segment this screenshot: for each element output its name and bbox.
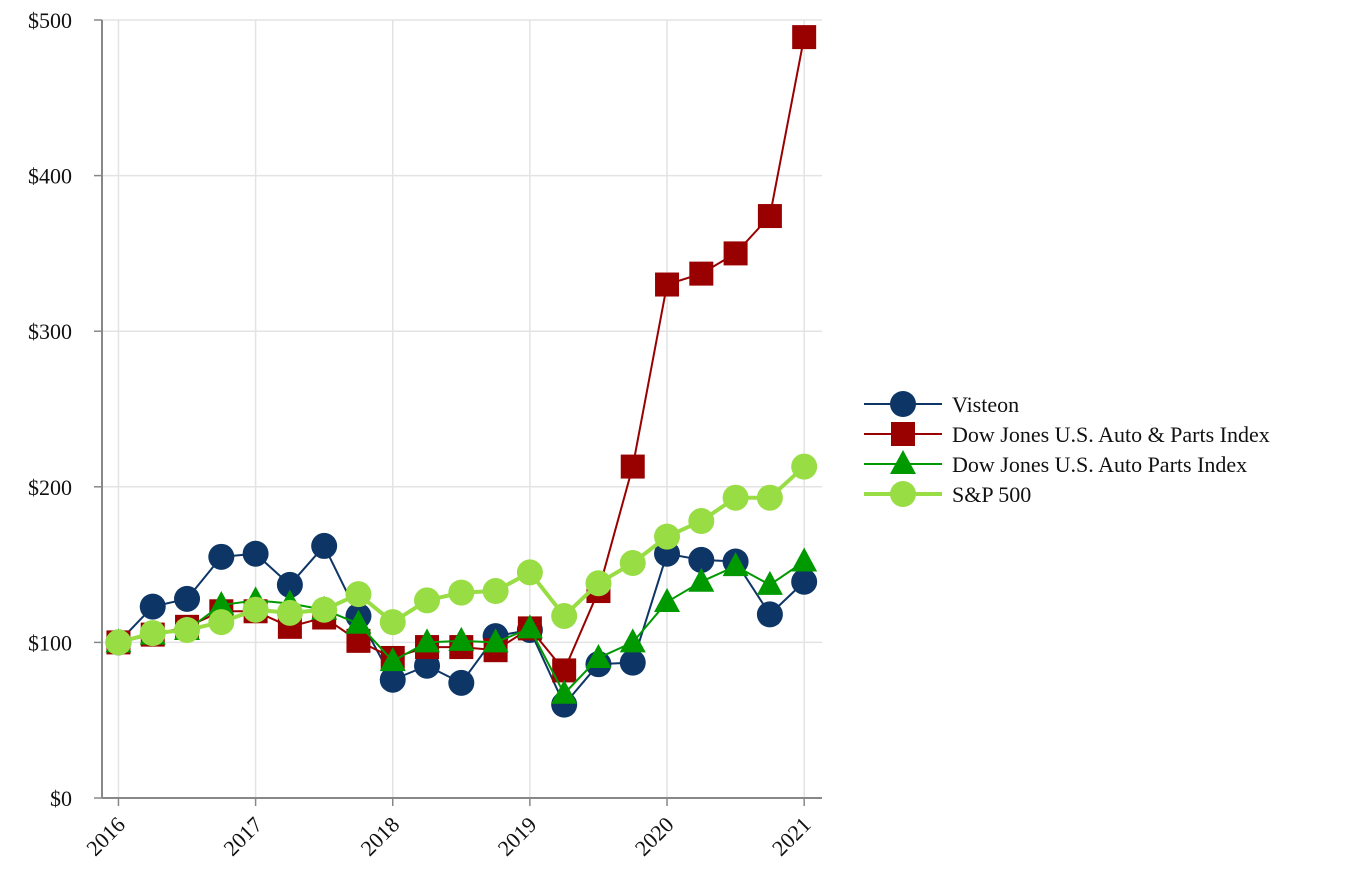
legend-item-dow-jones-u-s-auto-parts-index: Dow Jones U.S. Auto Parts Index: [864, 450, 1247, 477]
x-tick-label: 2017: [218, 812, 267, 861]
legend-item-dow-jones-u-s-auto-and-parts-index: Dow Jones U.S. Auto & Parts Index: [864, 422, 1270, 447]
legend-item-sandp-500: S&P 500: [864, 481, 1031, 507]
data-point-dow-jones-u-s-auto-parts-index: [448, 626, 475, 651]
data-point-dow-jones-u-s-auto-and-parts-index: [757, 204, 782, 229]
data-point-dow-jones-u-s-auto-parts-index: [585, 643, 612, 668]
data-point-dow-jones-u-s-auto-parts-index: [722, 552, 749, 577]
data-point-sandp-500: [756, 484, 783, 511]
data-point-sandp-500: [242, 596, 269, 623]
legend-label-dow-jones-u-s-auto-parts-index: Dow Jones U.S. Auto Parts Index: [952, 452, 1247, 477]
data-point-sandp-500: [448, 579, 475, 606]
data-point-sandp-500: [379, 609, 406, 636]
data-point-visteon: [208, 543, 235, 570]
data-point-dow-jones-u-s-auto-and-parts-index: [723, 241, 748, 266]
x-tick-label: 2019: [493, 812, 542, 861]
data-point-sandp-500: [722, 484, 749, 511]
data-point-sandp-500: [791, 453, 818, 480]
x-tick-label: 2018: [355, 812, 404, 861]
legend-item-visteon: Visteon: [864, 391, 1019, 417]
data-point-sandp-500: [551, 602, 578, 629]
data-point-visteon: [139, 593, 166, 620]
x-tick-label: 2016: [81, 812, 130, 861]
series-sandp-500: [105, 453, 818, 656]
data-point-dow-jones-u-s-auto-parts-index: [551, 679, 578, 704]
data-point-dow-jones-u-s-auto-parts-index: [379, 647, 406, 672]
data-point-visteon: [619, 649, 646, 676]
data-point-sandp-500: [516, 559, 543, 586]
data-point-dow-jones-u-s-auto-and-parts-index: [689, 261, 714, 286]
legend-marker-visteon: [890, 391, 916, 417]
legend-label-dow-jones-u-s-auto-and-parts-index: Dow Jones U.S. Auto & Parts Index: [952, 422, 1270, 447]
y-tick-label: $500: [28, 8, 72, 33]
data-point-visteon: [414, 652, 441, 679]
data-point-visteon: [688, 546, 715, 573]
data-point-dow-jones-u-s-auto-parts-index: [345, 609, 372, 634]
data-point-sandp-500: [139, 620, 166, 647]
data-point-sandp-500: [585, 570, 612, 597]
y-tick-label: $100: [28, 630, 72, 655]
data-point-dow-jones-u-s-auto-parts-index: [688, 567, 715, 592]
data-point-sandp-500: [174, 616, 201, 643]
data-point-visteon: [791, 568, 818, 595]
legend-marker-sandp-500: [890, 481, 916, 507]
y-tick-label: $400: [28, 164, 72, 189]
data-point-sandp-500: [654, 523, 681, 550]
data-point-visteon: [311, 532, 338, 559]
y-tick-label: $0: [50, 786, 72, 811]
legend-marker-dow-jones-u-s-auto-parts-index: [890, 450, 916, 474]
data-point-dow-jones-u-s-auto-and-parts-index: [792, 25, 817, 50]
data-point-dow-jones-u-s-auto-and-parts-index: [655, 272, 680, 297]
data-point-visteon: [448, 669, 475, 696]
data-point-sandp-500: [276, 599, 303, 626]
data-point-dow-jones-u-s-auto-parts-index: [619, 628, 646, 653]
x-tick-label: 2020: [630, 812, 679, 861]
data-point-sandp-500: [208, 609, 235, 636]
data-point-sandp-500: [105, 629, 132, 656]
legend-label-visteon: Visteon: [952, 392, 1019, 417]
grid: [102, 19, 822, 798]
data-point-dow-jones-u-s-auto-parts-index: [756, 570, 783, 595]
data-point-visteon: [379, 666, 406, 693]
data-point-sandp-500: [345, 581, 372, 608]
legend: Visteon Dow Jones U.S. Auto & Parts Index…: [864, 391, 1270, 507]
data-point-sandp-500: [482, 578, 509, 605]
data-point-dow-jones-u-s-auto-parts-index: [414, 628, 441, 653]
data-point-visteon: [174, 585, 201, 612]
data-point-visteon: [756, 601, 783, 628]
data-point-dow-jones-u-s-auto-and-parts-index: [620, 454, 645, 479]
data-point-dow-jones-u-s-auto-parts-index: [208, 591, 235, 616]
data-point-sandp-500: [688, 508, 715, 535]
plot-area: [105, 25, 818, 718]
data-point-visteon: [242, 540, 269, 567]
data-point-visteon: [276, 571, 303, 598]
data-point-sandp-500: [619, 550, 646, 577]
data-point-sandp-500: [311, 596, 338, 623]
data-point-sandp-500: [414, 587, 441, 614]
legend-marker-dow-jones-u-s-auto-and-parts-index: [891, 422, 915, 446]
legend-label-sandp-500: S&P 500: [952, 482, 1031, 507]
data-point-dow-jones-u-s-auto-parts-index: [791, 547, 818, 572]
data-point-dow-jones-u-s-auto-parts-index: [482, 628, 509, 653]
y-tick-label: $300: [28, 319, 72, 344]
data-point-dow-jones-u-s-auto-parts-index: [516, 614, 543, 639]
axes: $0 $100 $200 $300 $400 $500 2016 2017 2018 2019 20…: [28, 8, 822, 861]
data-point-dow-jones-u-s-auto-parts-index: [654, 587, 681, 612]
y-tick-label: $200: [28, 475, 72, 500]
x-tick-label: 2021: [767, 812, 816, 861]
